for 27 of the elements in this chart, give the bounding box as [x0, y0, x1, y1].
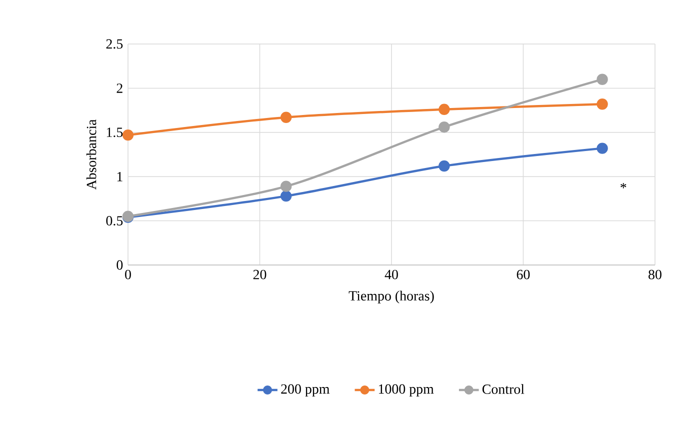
y-tick-label: 0 — [116, 260, 123, 270]
x-axis-title: Tiempo (horas) — [348, 290, 434, 304]
point — [596, 142, 608, 154]
y-axis-title: Absorbancia — [86, 119, 96, 190]
y-tick-label: 1 — [117, 172, 122, 182]
y-tick-label: 1.5 — [106, 128, 123, 138]
legend-label: 1000 ppm — [378, 384, 434, 397]
point — [596, 74, 608, 85]
point — [438, 121, 450, 133]
y-tick-label: 0.5 — [106, 216, 123, 226]
x-tick-label: 60 — [516, 270, 530, 280]
legend-label: 200 ppm — [281, 384, 330, 397]
x-tick-label: 40 — [384, 270, 398, 280]
point — [596, 98, 608, 110]
point — [438, 104, 450, 116]
legend-label: Control — [482, 384, 524, 394]
point — [122, 129, 134, 141]
x-tick-label: 0 — [125, 270, 131, 280]
x-tick-label: 20 — [253, 270, 266, 280]
annotation: * — [620, 183, 626, 188]
point — [280, 112, 292, 123]
x-tick-label: 80 — [648, 270, 662, 280]
point — [280, 180, 292, 192]
point — [280, 190, 292, 202]
y-tick-label: 2.5 — [106, 39, 123, 49]
point — [438, 160, 450, 172]
y-tick-label: 2 — [116, 84, 122, 93]
